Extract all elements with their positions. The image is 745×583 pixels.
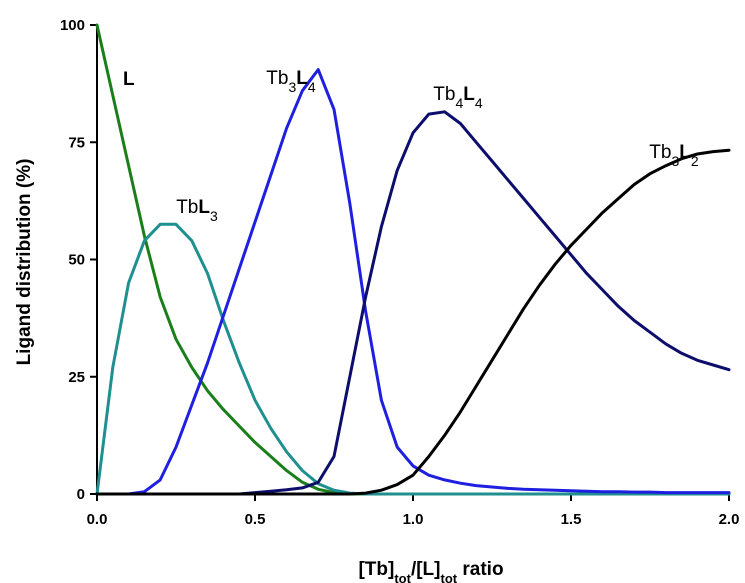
series-label-part: Tb xyxy=(433,84,455,105)
series-label-part: Tb xyxy=(649,142,671,163)
y-tick-label: 75 xyxy=(68,134,85,151)
series-label-part: L xyxy=(679,142,691,163)
series-label-part: L xyxy=(123,69,135,90)
y-tick-label: 25 xyxy=(68,369,85,386)
series-label-part: L xyxy=(463,84,475,105)
x-tick-label: 1.0 xyxy=(403,511,424,528)
series-line-5 xyxy=(95,148,731,496)
x-tick-label: 1.5 xyxy=(561,511,582,528)
y-tick-label: 50 xyxy=(68,252,85,269)
series-line-1 xyxy=(95,23,731,496)
series-label-part: 3 xyxy=(671,153,679,169)
series-label-part: Tb xyxy=(266,68,288,89)
series-label-part: 4 xyxy=(455,95,463,111)
y-axis-title: Ligand distribution (%) xyxy=(14,159,35,366)
x-axis-title-part: /[L] xyxy=(411,559,441,580)
series-label-part: 4 xyxy=(308,79,316,95)
series-label-5: Tb3L2 xyxy=(649,142,699,169)
x-axis-title: [Tb]tot/[L]tot ratio xyxy=(358,559,503,583)
series-label-part: 2 xyxy=(691,153,699,169)
y-tick-label: 0 xyxy=(77,486,85,503)
series-label-3: Tb3L4 xyxy=(266,68,316,95)
series-line-4 xyxy=(95,110,731,496)
series-label-part: L xyxy=(198,197,210,218)
series-label-part: 3 xyxy=(210,208,218,224)
x-tick-label: 2.0 xyxy=(719,511,740,528)
series-line-3 xyxy=(95,68,731,496)
x-tick-label: 0.5 xyxy=(245,511,266,528)
series-layer xyxy=(95,23,731,496)
series-label-4: Tb4L4 xyxy=(433,84,483,111)
series-label-part: 3 xyxy=(288,79,296,95)
series-label-part: 4 xyxy=(475,95,483,111)
series-line-2 xyxy=(95,222,731,496)
x-axis-title-part: [Tb] xyxy=(358,559,394,580)
series-label-part: L xyxy=(296,68,308,89)
series-label-1: L xyxy=(123,69,135,90)
series-label-part: Tb xyxy=(176,197,198,218)
y-tick-label: 100 xyxy=(60,17,85,34)
x-axis-title-part: ratio xyxy=(457,559,503,580)
x-axis-title-subscript: tot xyxy=(440,571,457,583)
x-tick-label: 0.0 xyxy=(87,511,108,528)
series-label-2: TbL3 xyxy=(176,197,218,224)
x-axis-title-subscript: tot xyxy=(394,571,411,583)
